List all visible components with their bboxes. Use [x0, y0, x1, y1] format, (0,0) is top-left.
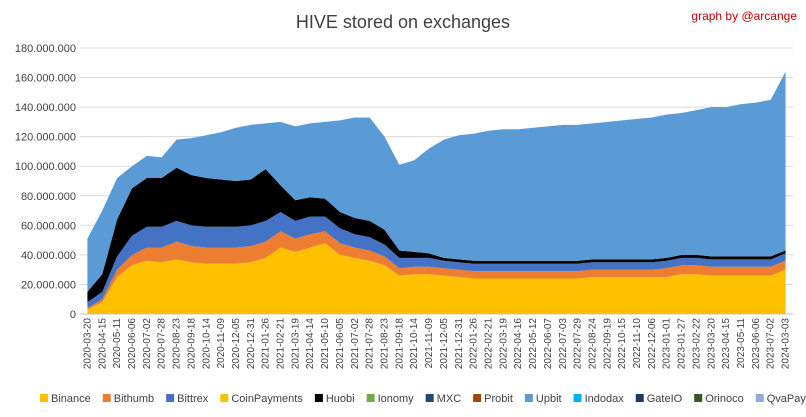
x-tick-label: 2022-10-15 — [617, 318, 628, 370]
series-area-binance — [87, 243, 786, 314]
x-tick-label: 2023-05-11 — [736, 318, 747, 369]
legend-label: Huobi — [326, 393, 355, 405]
legend-label: Probit — [484, 393, 513, 405]
legend-label: GateIO — [647, 393, 683, 405]
x-tick-label: 2022-11-10 — [632, 318, 643, 369]
x-tick-label: 2023-06-06 — [751, 318, 762, 370]
x-tick-label: 2021-07-02 — [350, 318, 361, 370]
series-areas — [87, 71, 786, 314]
y-tick-label: 160.000.000 — [15, 73, 76, 85]
y-tick-label: 20.000.000 — [21, 279, 76, 291]
x-tick-label: 2021-04-14 — [305, 318, 316, 370]
x-tick-label: 2024-03-03 — [781, 318, 792, 370]
legend-label: Orinoco — [705, 393, 744, 405]
x-tick-label: 2023-07-02 — [766, 318, 777, 370]
legend-swatch — [40, 394, 48, 402]
x-tick-label: 2020-10-14 — [201, 318, 212, 370]
x-tick-label: 2021-12-05 — [439, 318, 450, 370]
x-tick-label: 2022-08-24 — [587, 318, 598, 370]
legend-swatch — [425, 394, 434, 402]
y-tick-label: 180.000.000 — [15, 43, 76, 55]
x-tick-label: 2021-12-31 — [454, 318, 465, 370]
x-tick-label: 2022-12-06 — [647, 318, 658, 370]
legend-swatch — [573, 394, 582, 402]
legend-label: Bittrex — [177, 393, 209, 405]
y-tick-label: 80.000.000 — [21, 191, 76, 203]
legend-label: MXC — [437, 393, 462, 405]
x-tick-label: 2023-02-22 — [691, 318, 702, 370]
chart-title: HIVE stored on exchanges — [296, 12, 510, 32]
x-tick-label: 2022-01-26 — [469, 318, 480, 370]
x-tick-label: 2022-04-16 — [513, 318, 524, 370]
legend-swatch — [694, 394, 703, 402]
x-tick-label: 2021-05-10 — [320, 318, 331, 370]
series-area-upbit — [87, 71, 786, 292]
x-tick-label: 2020-06-06 — [127, 318, 138, 370]
series-area-bittrex — [87, 212, 786, 309]
legend-swatch — [102, 394, 111, 402]
x-tick-label: 2022-06-07 — [543, 318, 554, 370]
x-tick-label: 2022-03-19 — [498, 318, 509, 370]
x-tick-label: 2020-09-18 — [186, 318, 197, 370]
x-tick-label: 2020-07-28 — [157, 318, 168, 370]
x-tick-label: 2020-04-15 — [97, 318, 108, 370]
x-tick-label: 2022-07-03 — [558, 318, 569, 370]
legend-swatch — [635, 394, 644, 402]
x-tick-label: 2022-09-19 — [602, 318, 613, 370]
x-tick-label: 2021-02-21 — [276, 318, 287, 370]
legend-label: Ionomy — [378, 393, 415, 405]
x-tick-label: 2022-07-29 — [573, 318, 584, 370]
y-axis-ticks: 0 20.000.000 40.000.000 60.000.000 80.000.00… — [15, 43, 76, 321]
x-tick-label: 2020-08-23 — [172, 318, 183, 370]
legend-label: Upbit — [536, 393, 562, 405]
x-tick-label: 2022-05-12 — [528, 318, 539, 370]
legend-swatch — [473, 394, 482, 402]
legend: Binance Bithumb Bittrex CoinPayments Huobi Io… — [40, 393, 806, 405]
y-tick-label: 120.000.000 — [15, 132, 76, 144]
chart-credit: graph by @arcange — [691, 9, 797, 23]
x-tick-label: 2021-09-18 — [394, 318, 405, 370]
legend-swatch — [220, 394, 229, 402]
legend-swatch — [524, 394, 533, 402]
legend-label: Bithumb — [114, 393, 154, 405]
x-tick-label: 2020-12-31 — [246, 318, 257, 370]
legend-swatch — [166, 394, 175, 402]
y-tick-label: 0 — [70, 309, 76, 321]
legend-label: QvaPay — [767, 393, 806, 405]
x-tick-label: 2020-05-11 — [112, 318, 123, 369]
y-tick-label: 140.000.000 — [15, 102, 76, 114]
x-tick-label: 2021-10-14 — [409, 318, 420, 370]
x-tick-label: 2021-08-23 — [380, 318, 391, 370]
legend-label: Binance — [51, 393, 91, 405]
x-tick-label: 2023-01-01 — [662, 318, 673, 370]
x-tick-label: 2023-03-20 — [706, 318, 717, 370]
x-tick-label: 2020-03-20 — [82, 318, 93, 370]
x-tick-label: 2022-02-21 — [483, 318, 494, 370]
y-tick-label: 100.000.000 — [15, 161, 76, 173]
x-tick-label: 2021-11-09 — [424, 318, 435, 369]
series-area-bithumb — [87, 231, 786, 310]
x-tick-label: 2023-01-27 — [677, 318, 688, 370]
x-tick-label: 2020-07-02 — [142, 318, 153, 370]
legend-swatch — [314, 394, 323, 402]
legend-swatch — [366, 394, 375, 402]
x-tick-label: 2020-12-05 — [231, 318, 242, 370]
x-tick-label: 2021-01-26 — [261, 318, 272, 370]
y-tick-label: 60.000.000 — [21, 220, 76, 232]
x-tick-label: 2021-07-28 — [365, 318, 376, 370]
x-tick-label: 2021-03-19 — [290, 318, 301, 370]
legend-label: CoinPayments — [231, 393, 303, 405]
y-tick-label: 40.000.000 — [21, 250, 76, 262]
x-axis-ticks: 2020-03-20 2020-04-15 2020-05-11 2020-06-06… — [82, 318, 791, 370]
x-tick-label: 2020-11-09 — [216, 318, 227, 369]
x-tick-label: 2021-06-05 — [335, 318, 346, 370]
legend-swatch — [755, 394, 764, 402]
x-tick-label: 2023-04-15 — [721, 318, 732, 370]
legend-label: Indodax — [585, 393, 625, 405]
series-area-huobi — [87, 167, 786, 303]
